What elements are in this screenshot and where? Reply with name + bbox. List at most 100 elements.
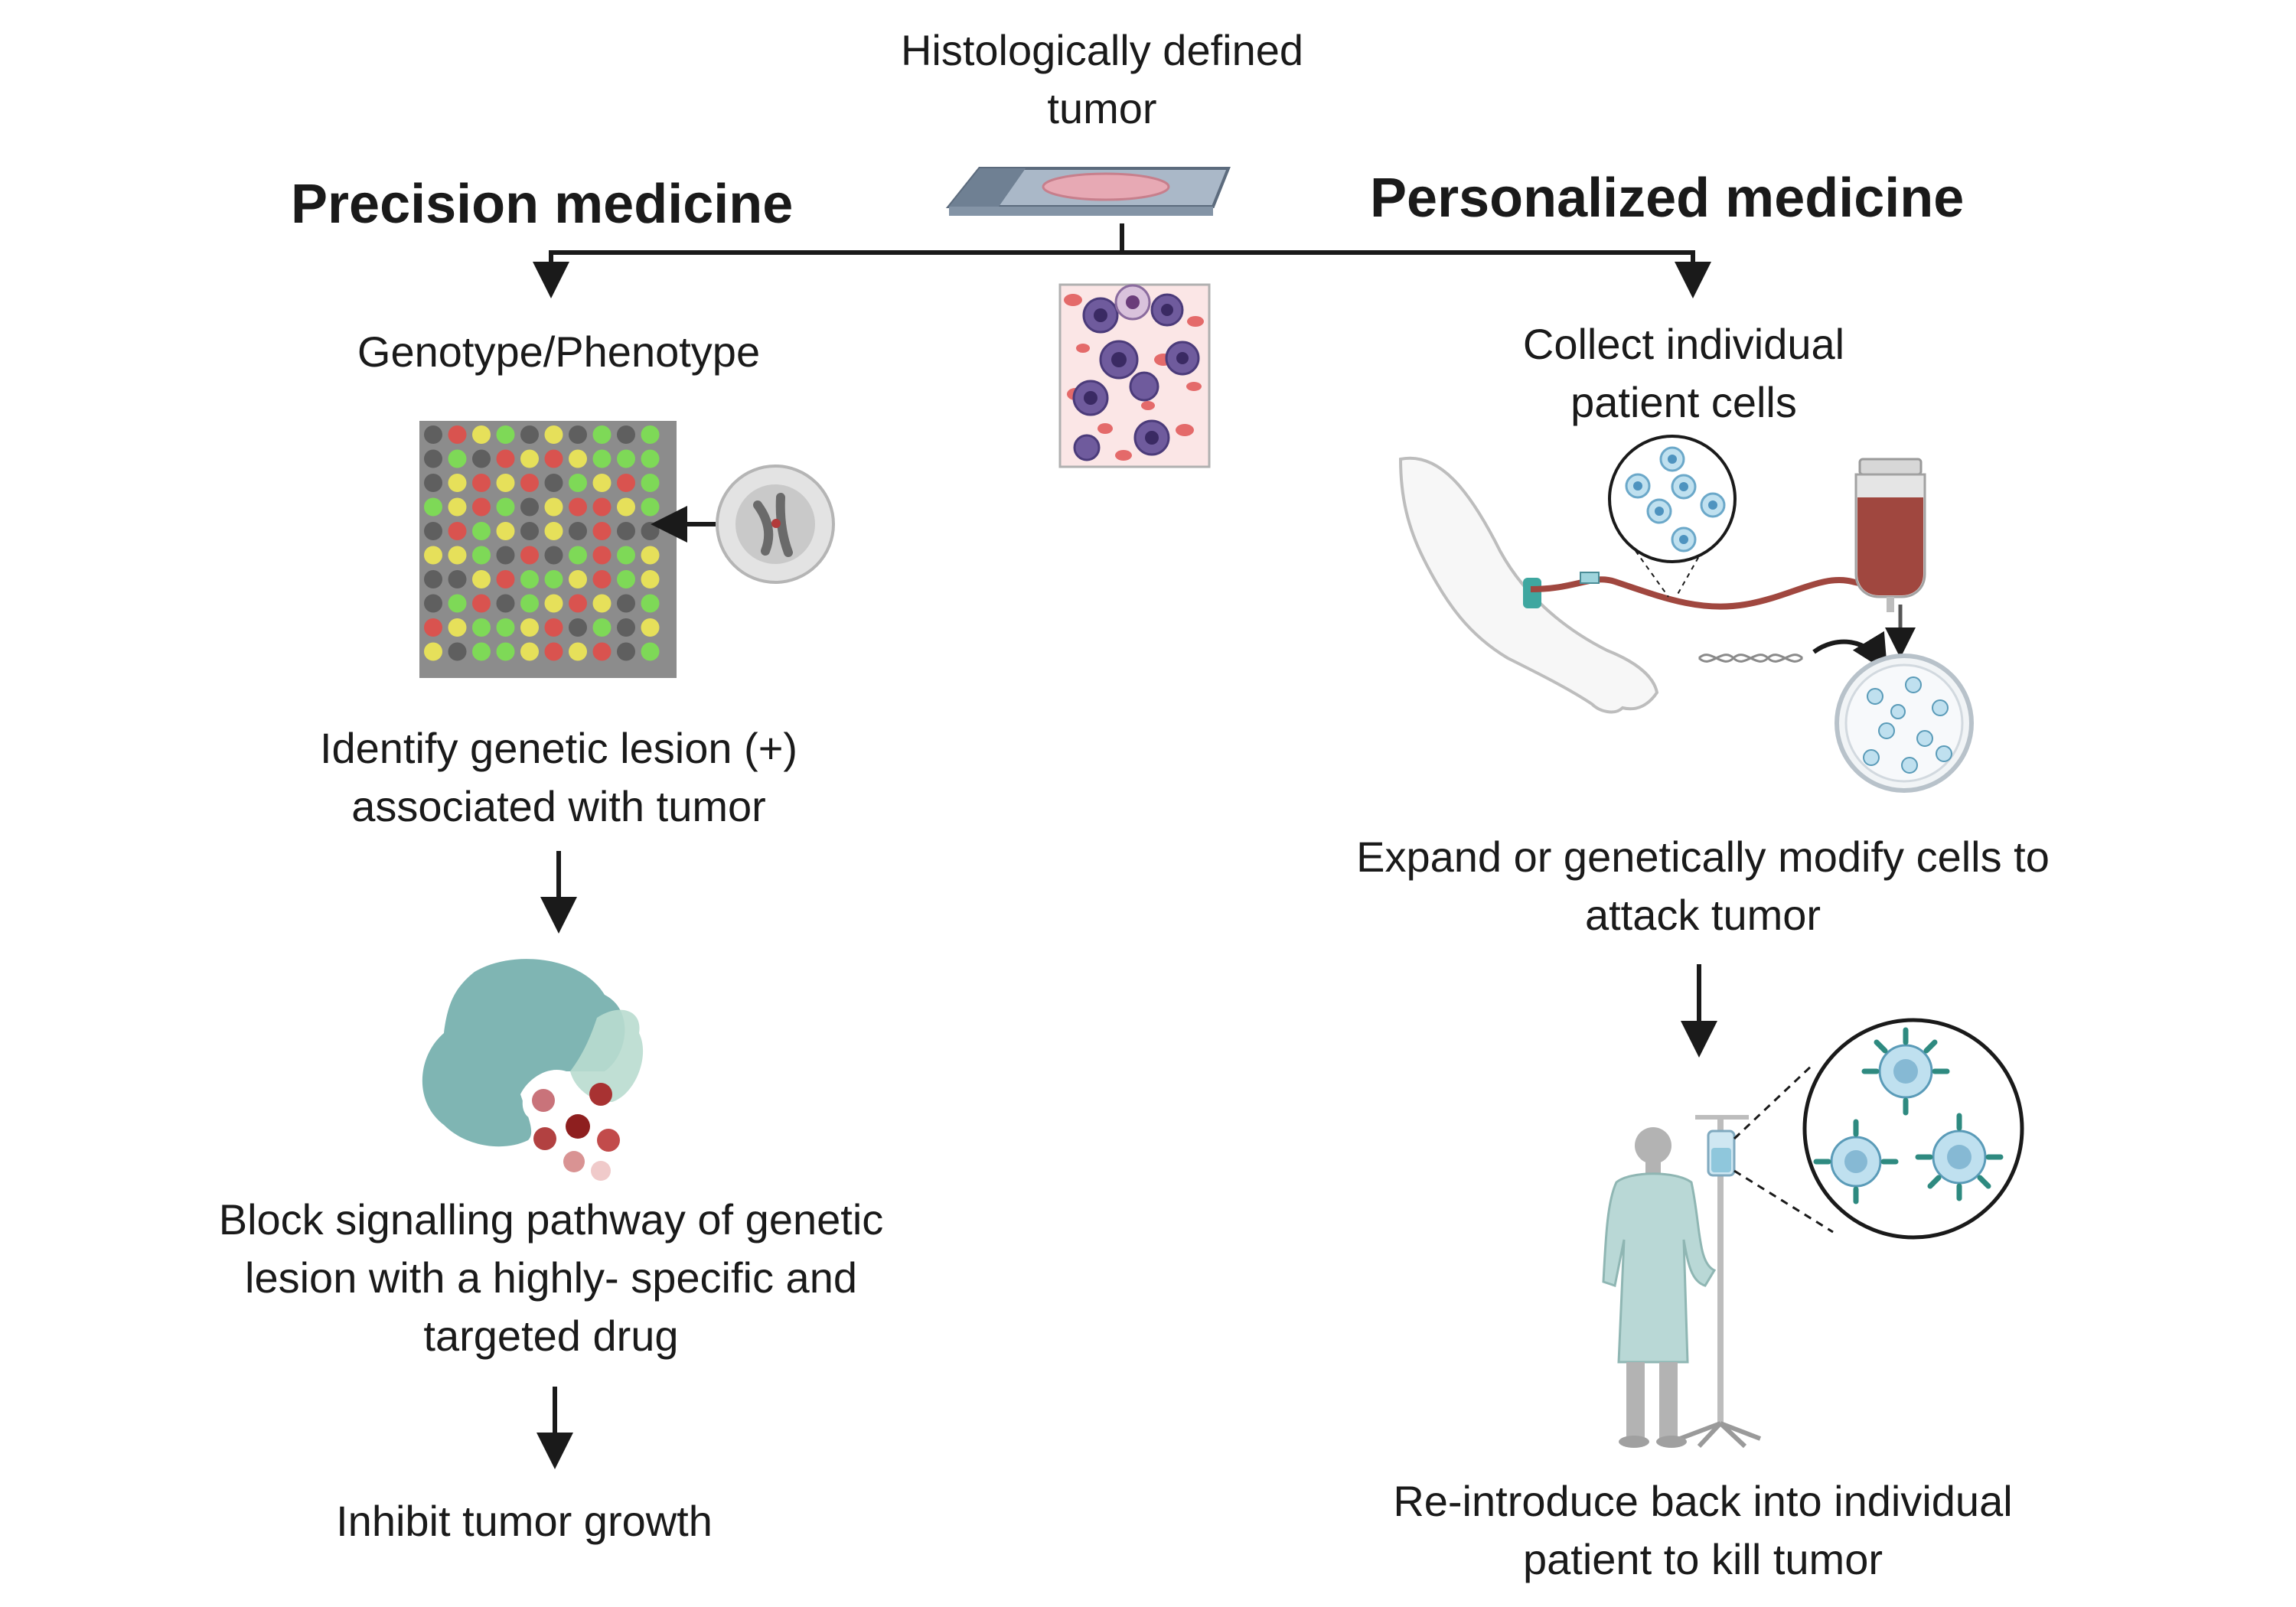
microarray-dot (617, 425, 635, 444)
microarray-dot (569, 570, 587, 588)
microarray-dot (448, 618, 467, 637)
microarray-dot (496, 570, 515, 588)
microarray-dot (617, 474, 635, 492)
microarray-dot (544, 522, 563, 540)
microarray-dot (448, 642, 467, 661)
microarray-dot (641, 618, 660, 637)
microarray-dot (448, 497, 467, 517)
microarray-dot (544, 618, 563, 637)
microarray-dot (448, 474, 467, 492)
microarray-dot (472, 642, 491, 661)
microarray-dot (617, 449, 635, 468)
microarray-dot (424, 618, 442, 637)
microarray-dot (448, 449, 467, 468)
microarray-dot (520, 546, 539, 565)
microarray-dot (617, 642, 635, 661)
microarray-dot (472, 594, 491, 613)
histology-tissue-icon (1058, 283, 1211, 468)
microarray-dot (569, 642, 587, 661)
microarray-dot (424, 425, 442, 444)
microarray-dot (520, 449, 539, 468)
microarray-dot (592, 474, 612, 492)
microscope-slide-icon (945, 167, 1231, 216)
petri-dish-icon (1835, 654, 1974, 793)
microarray-dot (544, 425, 563, 444)
microarray-dot (544, 594, 563, 613)
microarray-dot (424, 474, 442, 492)
dna-icon (1698, 654, 1804, 663)
microarray-dot (520, 618, 539, 637)
microarray-dot (641, 570, 660, 588)
microarray-dot (617, 497, 635, 517)
microarray-dot (472, 546, 491, 565)
microarray-dot (472, 474, 491, 492)
microarray-dot (472, 570, 491, 588)
microarray-dot (424, 570, 442, 588)
microarray-dot (641, 594, 660, 613)
microarray-dot (592, 449, 612, 468)
microarray-dot (448, 546, 467, 565)
identify-lesion-label: Identify genetic lesion (+) associated w… (319, 724, 798, 830)
microarray-dot (544, 449, 563, 468)
microarray-dot (617, 594, 635, 613)
microarray-dot (424, 594, 442, 613)
collected-cells-icon (1608, 435, 1737, 598)
microarray-dot (544, 546, 563, 565)
dna-to-dish-arrow (1812, 631, 1888, 673)
microarray-dot (569, 449, 587, 468)
microarray-dot (448, 570, 467, 588)
microarray-dot (472, 497, 491, 517)
microarray-dot (592, 618, 612, 637)
microarray-dot (544, 570, 563, 588)
microarray-dot (448, 522, 467, 540)
branch-connector (533, 223, 1711, 298)
microarray-dot (544, 497, 563, 517)
microarray-dot (592, 642, 612, 661)
personalized-medicine-heading: Personalized medicine (1370, 168, 1965, 229)
microarray-dot (617, 546, 635, 565)
microarray-dot (496, 425, 515, 444)
microarray-dot (520, 570, 539, 588)
microarray-dot (641, 497, 660, 517)
microarray-dot (641, 425, 660, 444)
microarray-dot (569, 594, 587, 613)
reintroduce-label: Re-introduce back into individual patien… (1393, 1477, 2013, 1583)
microarray-dot (448, 594, 467, 613)
microarray-dot (569, 497, 587, 517)
microarray-dot (424, 546, 442, 565)
microarray-dot (617, 570, 635, 588)
microarray-dot (472, 425, 491, 444)
microarray-dot (520, 497, 539, 517)
microarray-dot (472, 449, 491, 468)
microarray-dot (592, 546, 612, 565)
tumor-title: Histologically defined tumor (900, 26, 1304, 132)
microarray-dot (424, 522, 442, 540)
microarray-dot (569, 522, 587, 540)
microarray-dot (496, 642, 515, 661)
microarray-dot (569, 425, 587, 444)
microarray-dot (592, 594, 612, 613)
inhibit-growth-label: Inhibit tumor growth (336, 1497, 713, 1545)
microarray-dot (496, 522, 515, 540)
microarray-dot (641, 546, 660, 565)
microarray-dot (496, 594, 515, 613)
chromosome-icon (716, 464, 835, 584)
microarray-dot (520, 425, 539, 444)
blood-bag-icon (1854, 458, 1926, 658)
microarray-dot (641, 522, 660, 540)
microarray-dot (496, 618, 515, 637)
microarray-dot (496, 497, 515, 517)
microarray-dot (520, 642, 539, 661)
microarray-dot (424, 497, 442, 517)
protein-drug-icon (422, 959, 644, 1181)
microarray-dot (592, 497, 612, 517)
microarray-dot (617, 618, 635, 637)
microarray-dot (496, 449, 515, 468)
microarray-dot (544, 474, 563, 492)
precision-medicine-heading: Precision medicine (291, 174, 794, 235)
microarray-dot (496, 474, 515, 492)
microarray-dot (641, 642, 660, 661)
microarray-dot (569, 618, 587, 637)
block-pathway-label: Block signalling pathway of genetic lesi… (218, 1195, 884, 1360)
